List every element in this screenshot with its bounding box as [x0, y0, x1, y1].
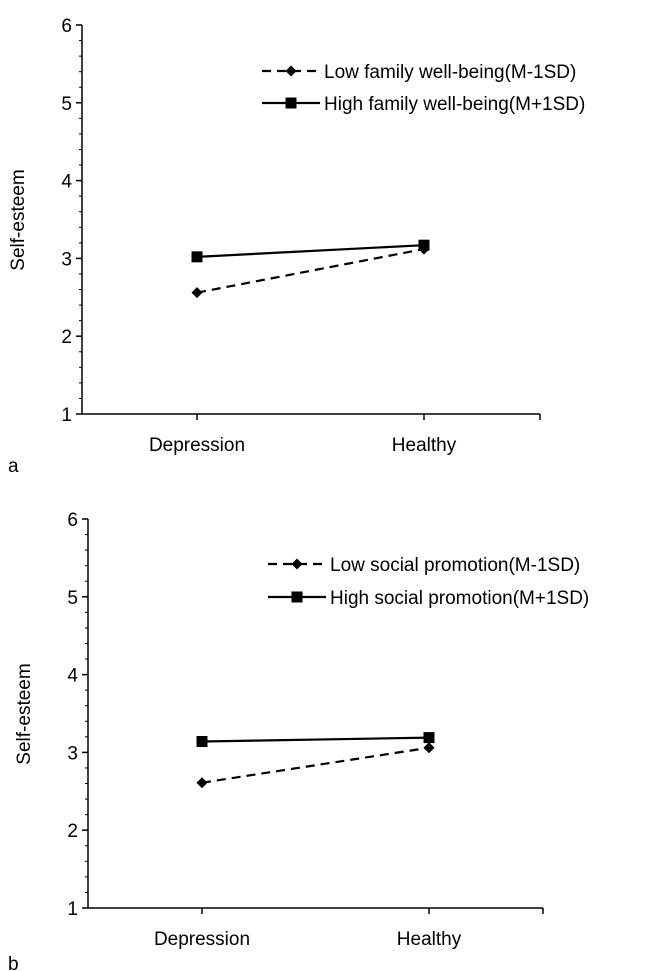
legend-marker — [291, 558, 303, 570]
y-tick-label: 6 — [67, 510, 78, 531]
data-point — [191, 287, 203, 299]
y-tick-label: 1 — [61, 405, 72, 426]
x-tick-label: Depression — [154, 929, 250, 950]
panel-letter: b — [8, 954, 19, 971]
legend-entry: High social promotion(M+1SD) — [268, 588, 589, 609]
legend-entry: Low family well-being(M-1SD) — [262, 62, 576, 83]
chart-panel-b: 1 2 3 4 5 6 Depression Healthy Self-esteem b Low s… — [8, 510, 589, 971]
series-low — [196, 742, 435, 789]
data-point — [196, 736, 208, 748]
y-tick-label: 5 — [67, 588, 78, 609]
y-tick-label: 1 — [67, 899, 78, 920]
y-tick-label: 4 — [67, 666, 78, 687]
series-line — [196, 247, 425, 294]
y-tick-label: 2 — [67, 821, 78, 842]
y-tick-label: 2 — [61, 327, 72, 348]
data-point — [423, 742, 435, 754]
y-tick-label: 3 — [67, 743, 78, 764]
legend-entry: High family well-being(M+1SD) — [262, 94, 585, 115]
y-axis-title: Self-esteem — [14, 663, 35, 764]
legend-marker — [291, 591, 303, 603]
chart-panel-a: 1 2 3 4 5 6 Depression Healthy Self-esteem a Low f… — [8, 16, 585, 477]
panel-letter: a — [8, 456, 19, 477]
y-tick-label: 5 — [61, 94, 72, 115]
y-axis-title: Self-esteem — [8, 169, 29, 270]
legend-label: Low family well-being(M-1SD) — [324, 62, 576, 83]
legend-entry: Low social promotion(M-1SD) — [268, 555, 580, 576]
x-tick-label: Healthy — [397, 929, 462, 950]
data-point — [423, 732, 435, 744]
series-line — [201, 746, 430, 784]
data-point — [418, 239, 430, 251]
x-tick-label: Healthy — [392, 435, 457, 456]
series-line — [196, 244, 425, 258]
data-point — [196, 777, 208, 789]
legend-label: High family well-being(M+1SD) — [324, 94, 585, 115]
legend-marker — [285, 97, 297, 109]
x-tick-label: Depression — [149, 435, 245, 456]
legend-marker — [285, 65, 297, 77]
series-high — [196, 732, 435, 748]
series-high — [191, 239, 430, 263]
legend-label: Low social promotion(M-1SD) — [330, 555, 580, 576]
series-line — [201, 736, 430, 743]
legend-label: High social promotion(M+1SD) — [330, 588, 589, 609]
y-tick-label: 6 — [61, 16, 72, 37]
y-tick-label: 4 — [61, 172, 72, 193]
y-tick-label: 3 — [61, 249, 72, 270]
data-point — [191, 251, 203, 263]
